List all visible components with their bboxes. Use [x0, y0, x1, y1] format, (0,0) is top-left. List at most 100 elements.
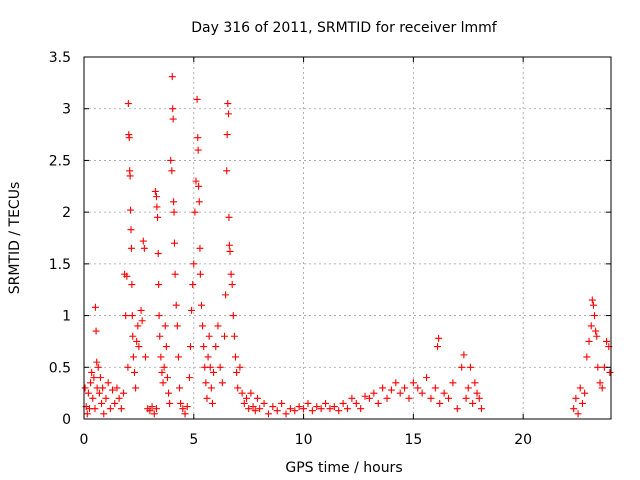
data-point — [278, 399, 286, 407]
data-point — [440, 389, 448, 397]
data-point — [251, 407, 259, 415]
data-point — [224, 110, 232, 118]
data-point — [179, 405, 187, 413]
data-point — [286, 405, 294, 413]
data-point — [581, 389, 589, 397]
data-point — [435, 334, 443, 342]
data-point — [192, 177, 200, 185]
data-point — [229, 312, 237, 320]
data-point — [460, 351, 468, 359]
data-point — [188, 306, 196, 314]
data-point — [137, 306, 145, 314]
data-point — [87, 379, 95, 387]
data-point — [135, 343, 143, 351]
data-point — [191, 208, 199, 216]
data-point — [295, 403, 303, 411]
data-point — [596, 379, 604, 387]
data-point — [156, 332, 164, 340]
data-point — [140, 244, 148, 252]
x-tick-label: 15 — [404, 432, 422, 448]
ticks — [83, 56, 611, 420]
tick-labels: 0 5 10 15 20 0 0.5 1 1.5 2 2.5 3 3.5 — [49, 50, 532, 448]
data-point — [405, 394, 413, 402]
x-tick-label: 10 — [295, 432, 313, 448]
data-point — [589, 301, 597, 309]
data-point — [225, 241, 233, 249]
data-point — [379, 384, 387, 392]
x-tick-label: 5 — [189, 432, 198, 448]
data-point — [216, 363, 224, 371]
data-point — [462, 394, 470, 402]
data-point — [473, 389, 481, 397]
data-point — [153, 203, 161, 211]
data-point — [256, 405, 264, 413]
data-point — [96, 374, 104, 382]
data-point — [374, 399, 382, 407]
data-point — [134, 322, 142, 330]
data-point — [322, 399, 330, 407]
data-point — [214, 322, 222, 330]
x-tick-label: 20 — [514, 432, 532, 448]
data-point — [138, 317, 146, 325]
data-point — [471, 379, 479, 387]
data-point — [89, 394, 97, 402]
data-point — [170, 198, 178, 206]
data-point — [170, 239, 178, 247]
data-point — [194, 146, 202, 154]
data-point — [291, 407, 299, 415]
data-point — [475, 394, 483, 402]
data-point — [357, 405, 365, 413]
data-point — [186, 343, 194, 351]
data-point — [200, 343, 208, 351]
data-point — [206, 363, 214, 371]
data-points — [81, 73, 614, 418]
data-point — [150, 410, 158, 418]
data-point — [477, 405, 485, 413]
data-point — [190, 260, 198, 268]
data-point — [81, 384, 89, 392]
data-point — [260, 399, 268, 407]
data-point — [418, 389, 426, 397]
data-point — [169, 115, 177, 123]
data-point — [100, 410, 108, 418]
data-point — [218, 379, 226, 387]
data-point — [594, 363, 602, 371]
data-point — [588, 296, 596, 304]
data-point — [240, 399, 248, 407]
data-point — [132, 384, 140, 392]
data-point — [159, 379, 167, 387]
data-point — [317, 405, 325, 413]
data-point — [396, 389, 404, 397]
data-point — [212, 343, 220, 351]
data-point — [91, 405, 99, 413]
data-point — [245, 405, 253, 413]
data-point — [330, 403, 338, 411]
data-point — [129, 353, 137, 361]
data-point — [163, 374, 171, 382]
data-point — [168, 73, 176, 81]
y-axis-label: SRMTID / TECUs — [7, 182, 23, 295]
data-point — [124, 100, 132, 108]
data-point — [348, 394, 356, 402]
data-point — [269, 403, 277, 411]
data-point — [98, 399, 106, 407]
data-point — [152, 193, 160, 201]
data-point — [126, 172, 134, 180]
data-point — [90, 374, 98, 382]
data-point — [94, 363, 102, 371]
data-point — [247, 389, 255, 397]
data-point — [197, 301, 205, 309]
data-point — [453, 405, 461, 413]
data-point — [249, 403, 257, 411]
data-point — [194, 134, 202, 142]
data-point — [273, 407, 281, 415]
data-point — [392, 379, 400, 387]
data-point — [127, 244, 135, 252]
data-point — [172, 301, 180, 309]
data-point — [414, 384, 422, 392]
data-point — [120, 389, 128, 397]
data-point — [223, 167, 231, 175]
data-point — [225, 213, 233, 221]
data-point — [91, 303, 99, 311]
data-point — [124, 363, 132, 371]
